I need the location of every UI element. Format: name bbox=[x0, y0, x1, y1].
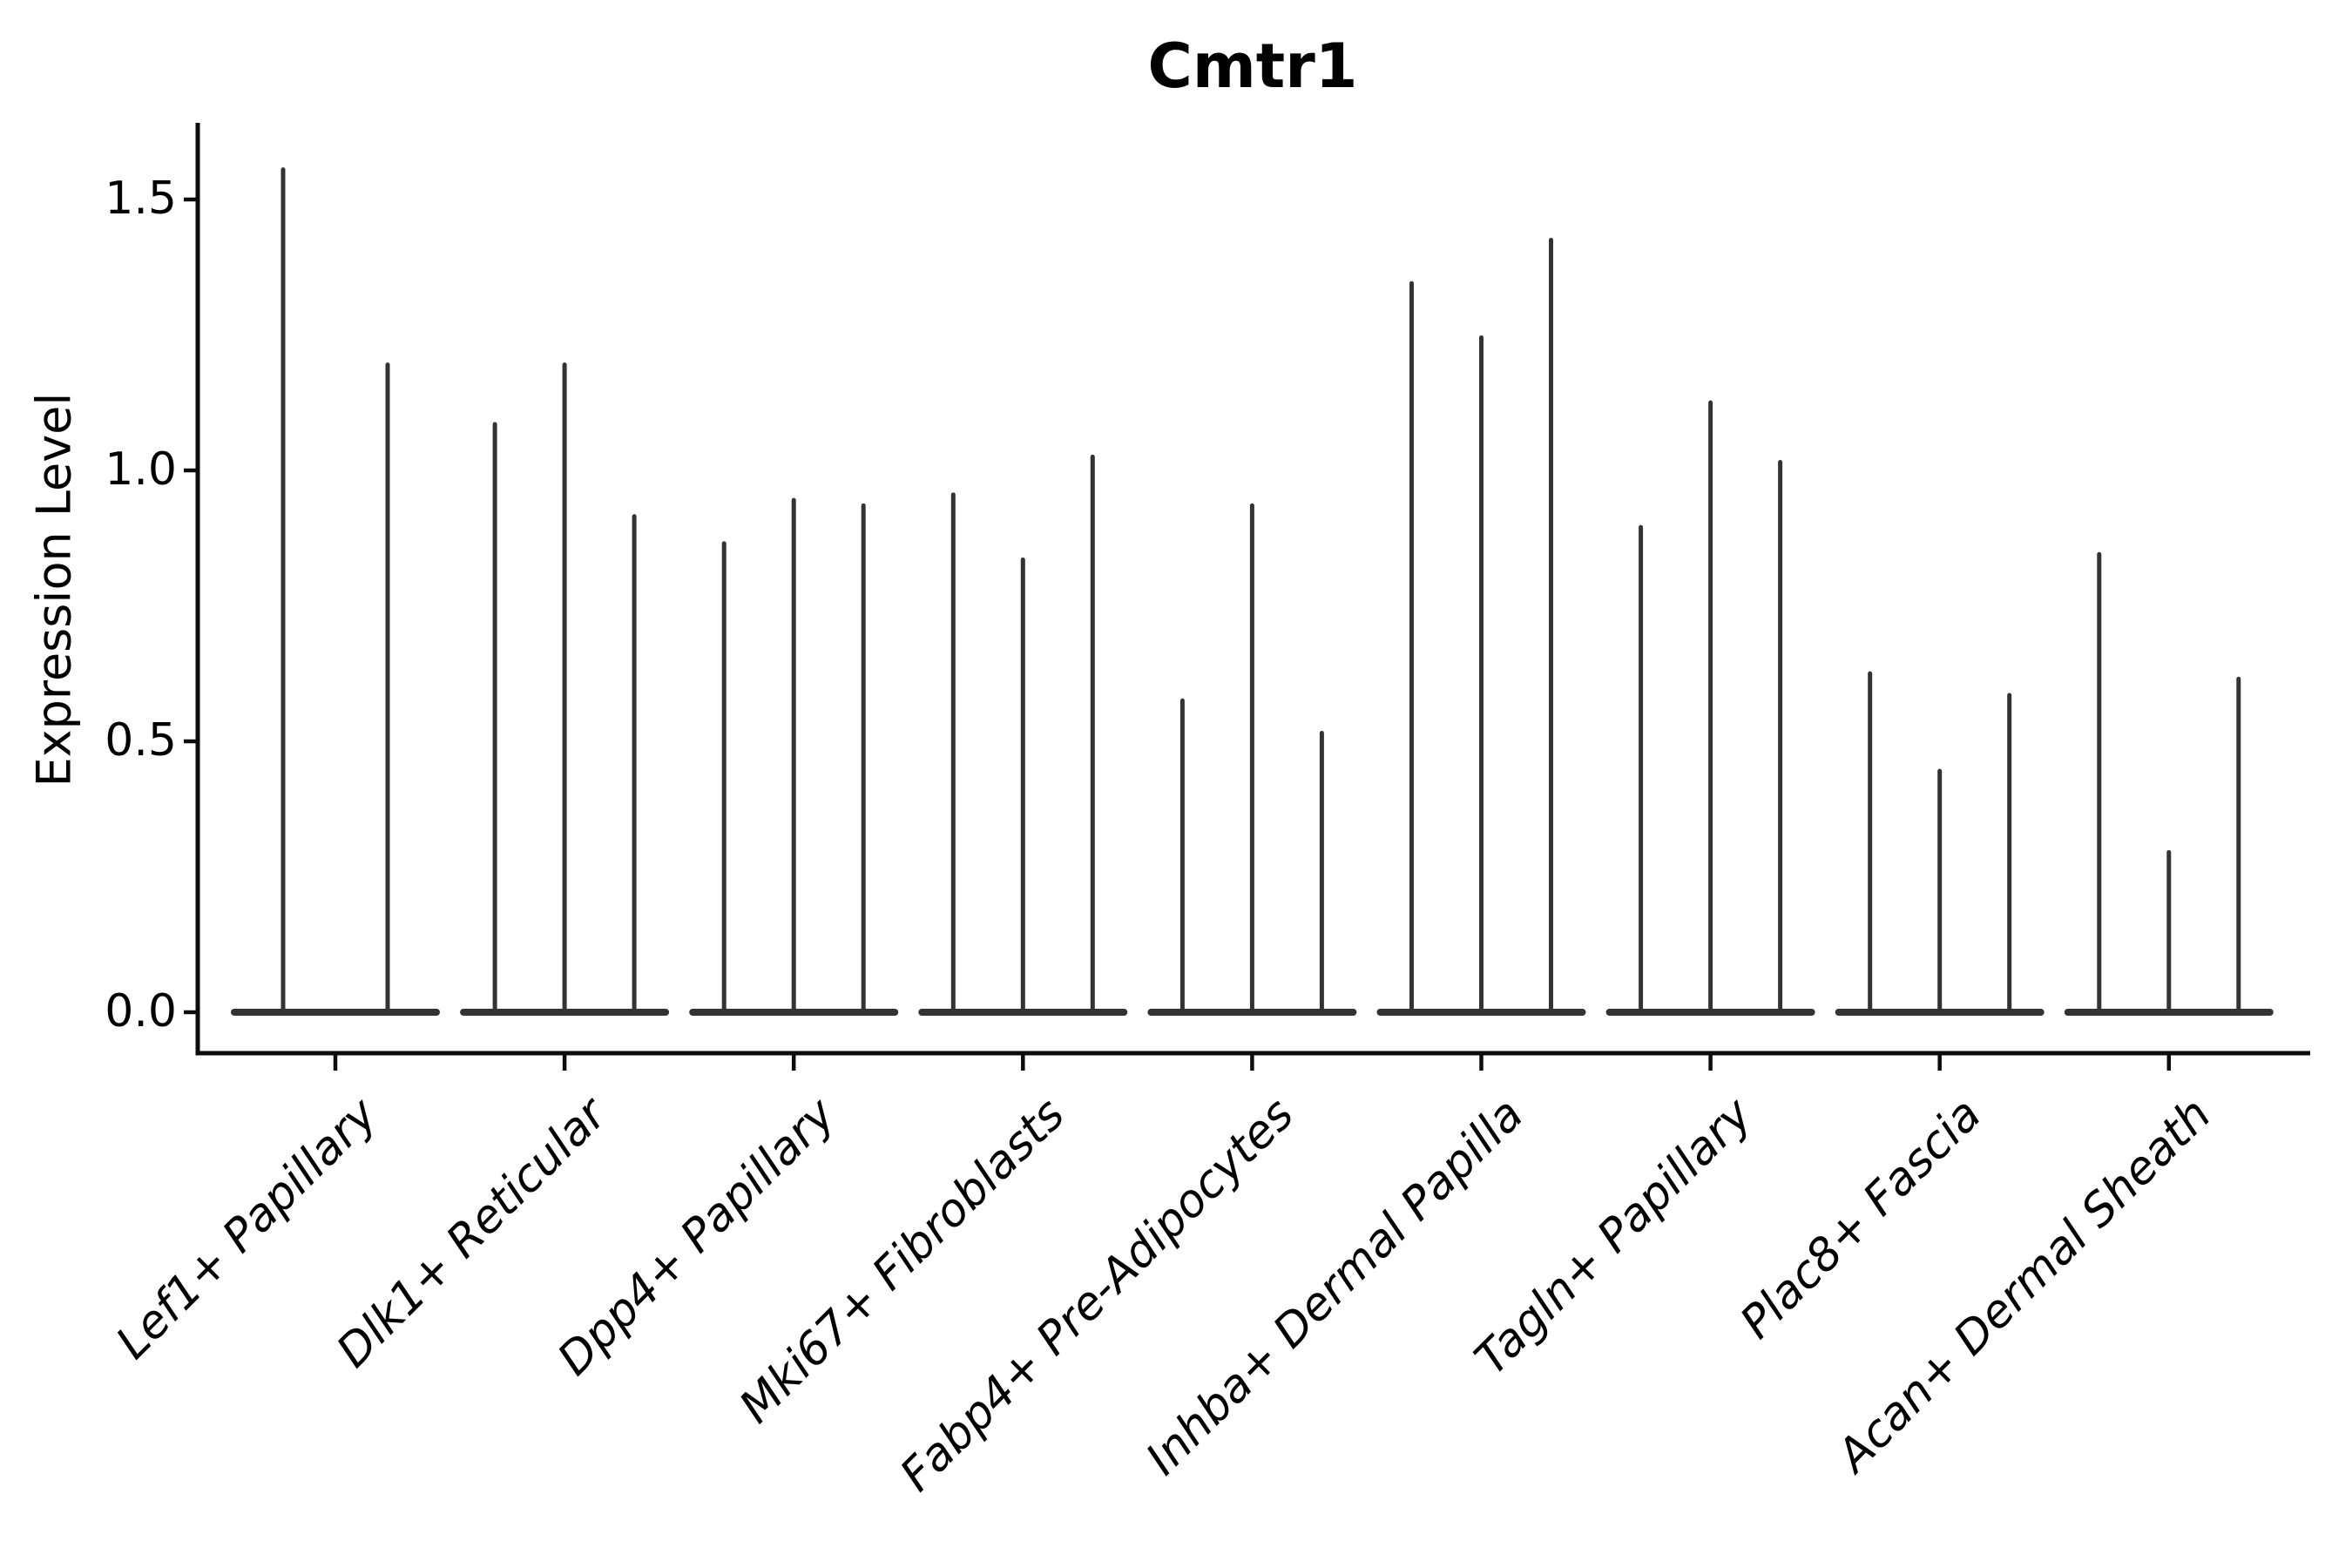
y-tick-label: 1.0 bbox=[105, 443, 177, 496]
y-tick-label: 1.5 bbox=[105, 172, 177, 225]
y-tick-label: 0.5 bbox=[105, 714, 177, 767]
y-tick-label: 0.0 bbox=[105, 985, 177, 1037]
violin-base bbox=[231, 1009, 440, 1016]
chart-title: Cmtr1 bbox=[1147, 30, 1358, 102]
